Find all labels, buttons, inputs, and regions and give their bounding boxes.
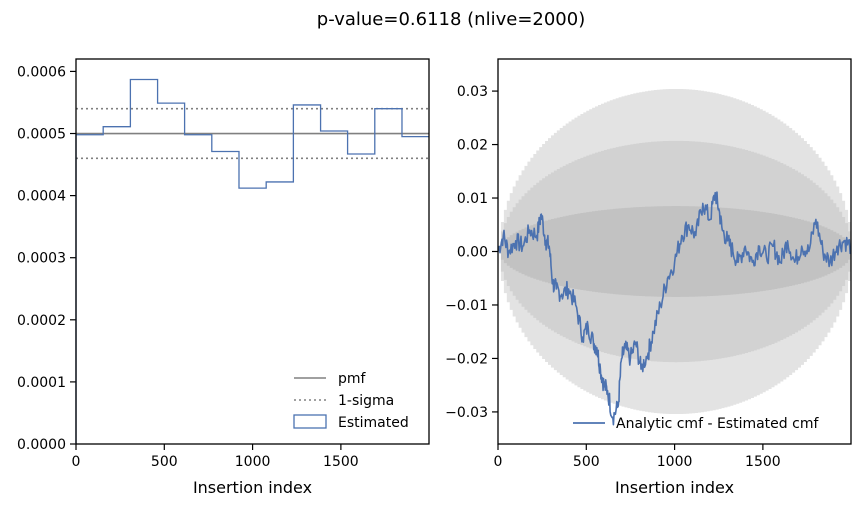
- right-y-tick-label: −0.01: [445, 298, 488, 314]
- right-x-tick-label: 1500: [745, 454, 781, 470]
- legend-sigma-label: 1-sigma: [338, 393, 394, 409]
- estimated-histogram: [75, 78, 429, 444]
- left-y-tick-label: 0.0004: [17, 189, 66, 205]
- band-1-sigma: [498, 206, 851, 297]
- left-x-ticks: 0 500 1000 1500: [72, 444, 359, 470]
- legend-cmf-label: Analytic cmf - Estimated cmf: [616, 416, 819, 432]
- left-legend: pmf 1-sigma Estimated: [293, 371, 409, 431]
- right-axes: −0.03 −0.02 −0.01 0.00 0.01 0.02 0.03 0 500 1000…: [445, 58, 852, 497]
- left-y-tick-label: 0.0002: [17, 313, 66, 329]
- right-y-tick-label: 0.02: [457, 138, 488, 154]
- right-x-tick-label: 0: [494, 454, 503, 470]
- legend-pmf-label: pmf: [338, 371, 367, 387]
- left-x-tick-label: 500: [151, 454, 178, 470]
- left-y-ticks: 0.0000 0.0001 0.0002 0.0003 0.0004 0.0005 0.00…: [17, 64, 76, 453]
- left-axes-frame: [75, 58, 430, 445]
- left-x-tick-label: 1500: [323, 454, 359, 470]
- left-y-tick-label: 0.0003: [17, 251, 66, 267]
- left-y-tick-label: 0.0006: [17, 64, 66, 80]
- right-y-tick-label: −0.02: [445, 351, 488, 367]
- left-x-axis-label: Insertion index: [193, 478, 312, 497]
- legend-estimated-swatch: [293, 414, 327, 429]
- right-y-tick-label: −0.03: [445, 405, 488, 421]
- left-x-tick-label: 1000: [235, 454, 271, 470]
- right-legend: Analytic cmf - Estimated cmf: [573, 416, 819, 432]
- figure-title: p-value=0.6118 (nlive=2000): [317, 9, 585, 30]
- left-y-tick-label: 0.0000: [17, 437, 66, 453]
- right-y-ticks: −0.03 −0.02 −0.01 0.00 0.01 0.02 0.03: [445, 84, 498, 421]
- legend-estimated-label: Estimated: [338, 415, 409, 431]
- left-x-tick-label: 0: [72, 454, 81, 470]
- right-axes-frame: [497, 58, 852, 445]
- right-x-axis-label: Insertion index: [615, 478, 734, 497]
- right-x-ticks: 0 500 1000 1500: [494, 444, 781, 470]
- left-y-tick-label: 0.0005: [17, 127, 66, 143]
- right-y-tick-label: 0.03: [457, 84, 488, 100]
- right-y-tick-label: 0.00: [457, 245, 488, 261]
- right-x-tick-label: 1000: [657, 454, 693, 470]
- left-y-tick-label: 0.0001: [17, 375, 66, 391]
- left-axes: 0.0000 0.0001 0.0002 0.0003 0.0004 0.0005 0.00…: [17, 58, 430, 497]
- right-x-tick-label: 500: [573, 454, 600, 470]
- right-y-tick-label: 0.01: [457, 191, 488, 207]
- cmf-difference-line: [498, 191, 851, 426]
